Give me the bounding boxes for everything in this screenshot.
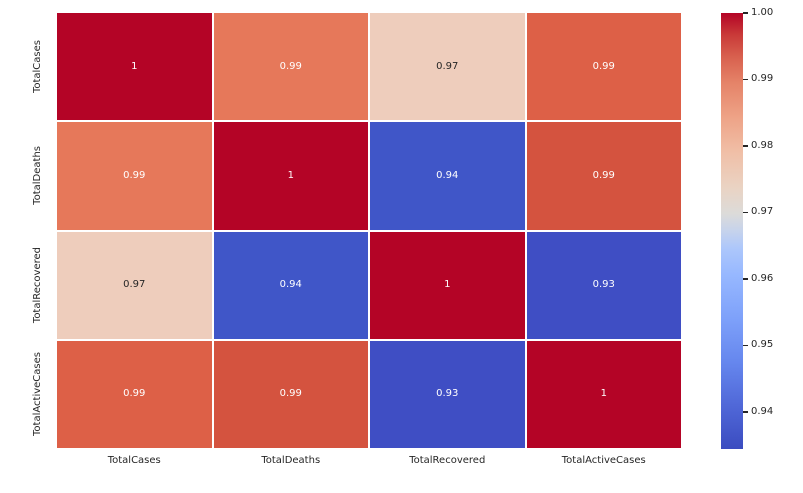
x-axis-tick-label: TotalDeaths: [261, 455, 321, 466]
x-axis-tick-label: TotalRecovered: [409, 455, 486, 466]
colorbar-tick-label: 1.00: [751, 7, 774, 18]
colorbar-tick-mark: [743, 344, 748, 347]
heatmap-cell: 0.99: [526, 13, 681, 121]
heatmap-cell: 0.99: [57, 122, 212, 230]
y-axis-tick-label: TotalCases: [27, 13, 47, 120]
y-axis-tick-label: TotalActiveCases: [27, 341, 47, 448]
heatmap-cell: 1: [370, 231, 525, 339]
heatmap-cell: 0.93: [526, 231, 681, 339]
colorbar-tick-mark: [743, 411, 748, 413]
colorbar-tick-mark: [743, 278, 748, 280]
colorbar-tick-mark: [743, 211, 748, 214]
colorbar-tick-mark: [743, 78, 748, 81]
heatmap-cell: 1: [57, 13, 212, 121]
x-axis-tick-label: TotalActiveCases: [561, 455, 646, 466]
heatmap-cell: 0.99: [213, 13, 368, 121]
heatmap-cell: 1: [526, 340, 681, 448]
colorbar-tick-label: 0.97: [751, 206, 774, 218]
heatmap-cell: 0.93: [370, 340, 525, 448]
y-axis-tick-label-text: TotalActiveCases: [31, 352, 43, 437]
colorbar-tick-label: 0.94: [751, 405, 774, 417]
y-axis-tick-label: TotalDeaths: [27, 122, 47, 229]
y-axis-tick-label-text: TotalDeaths: [31, 146, 43, 206]
colorbar-tick-mark: [743, 145, 748, 147]
heatmap-cell: 0.94: [213, 231, 368, 339]
colorbar-tick-mark: [743, 12, 748, 14]
colorbar-gradient: [721, 13, 743, 449]
y-axis-tick-label-text: TotalRecovered: [31, 247, 43, 324]
heatmap-cell: 0.97: [57, 231, 212, 339]
heatmap-grid: 1 0.99 0.97 0.99 0.99 1 0.94 0.99 0.97 0.94 1 0.93 0…: [57, 13, 681, 448]
heatmap-cell: 0.99: [57, 340, 212, 448]
heatmap-cell: 1: [213, 122, 368, 230]
colorbar-tick-label: 0.95: [751, 339, 774, 351]
colorbar-tick-label: 0.99: [751, 73, 774, 85]
heatmap-cell: 0.99: [526, 122, 681, 230]
heatmap-cell: 0.99: [213, 340, 368, 448]
y-axis-tick-label: TotalRecovered: [27, 232, 47, 339]
y-axis-tick-label-text: TotalCases: [31, 40, 43, 94]
colorbar-tick-label: 0.96: [751, 272, 774, 284]
colorbar-tick-label: 0.98: [751, 139, 774, 151]
heatmap-cell: 0.97: [370, 13, 525, 121]
heatmap-cell: 0.94: [370, 122, 525, 230]
x-axis-tick-label: TotalCases: [107, 455, 161, 466]
